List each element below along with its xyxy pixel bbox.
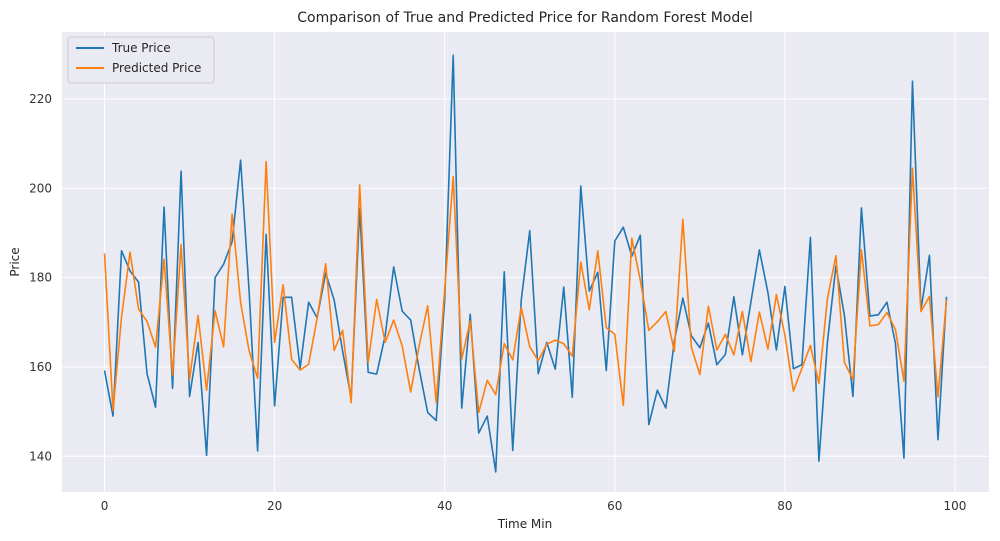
y-axis-label: Price — [8, 247, 22, 276]
y-tick-label: 220 — [29, 92, 52, 106]
y-tick-label: 180 — [29, 271, 52, 285]
legend-label-true: True Price — [111, 41, 171, 55]
legend: True Price Predicted Price — [67, 36, 215, 84]
x-tick-label: 20 — [267, 499, 282, 513]
x-axis-label: Time Min — [497, 517, 552, 531]
x-tick-label: 0 — [101, 499, 109, 513]
y-tick-label: 200 — [29, 181, 52, 195]
grid — [62, 32, 989, 492]
x-tick-label: 100 — [944, 499, 967, 513]
x-ticks: 0 20 40 60 80 100 — [101, 499, 967, 513]
chart-title: Comparison of True and Predicted Price f… — [297, 10, 753, 26]
y-tick-label: 140 — [29, 449, 52, 463]
y-tick-label: 160 — [29, 360, 52, 374]
series-line-0 — [103, 54, 948, 473]
x-tick-label: 80 — [777, 499, 792, 513]
legend-box — [67, 36, 215, 84]
series-line-1 — [103, 160, 948, 414]
x-tick-label: 60 — [607, 499, 622, 513]
y-ticks: 140 160 180 200 220 — [29, 92, 52, 463]
legend-label-predicted: Predicted Price — [112, 61, 201, 75]
x-tick-label: 40 — [437, 499, 452, 513]
series-lines — [103, 54, 948, 473]
